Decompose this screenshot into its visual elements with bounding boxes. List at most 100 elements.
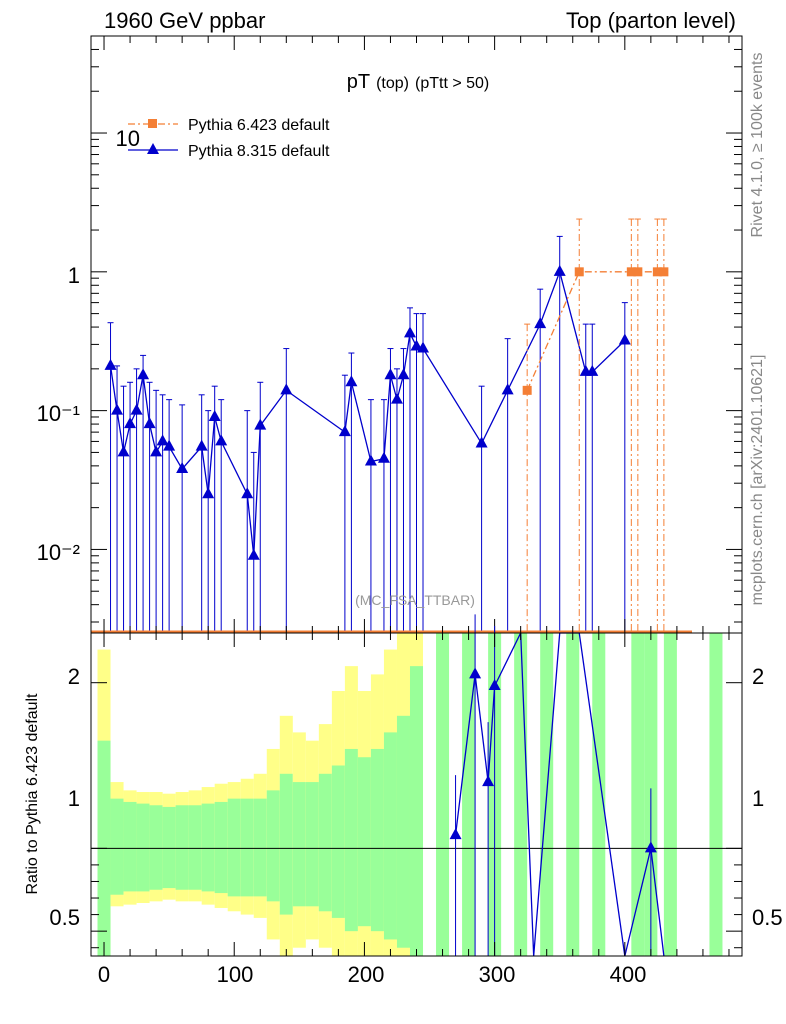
ratio-panel: 2 1 0.5 2 1 0.5 0 100 200 300 400 Ratio … xyxy=(24,614,783,987)
marker-pythia8 xyxy=(130,403,143,415)
ratio-band-full xyxy=(663,633,677,956)
marker-pythia6 xyxy=(652,267,662,277)
ratio-ylabel: Ratio to Pythia 6.423 default xyxy=(24,693,41,895)
marker-pythia8 xyxy=(176,461,189,473)
ratio-band-inner xyxy=(279,773,293,915)
ratio-band-inner xyxy=(396,715,410,948)
ratio-band-full xyxy=(566,633,580,956)
marker-pythia6 xyxy=(522,385,532,395)
ratio-band-full xyxy=(436,633,450,956)
legend-marker-pythia6 xyxy=(148,119,157,128)
ratio-band-inner xyxy=(110,798,124,895)
marker-pythia8 xyxy=(104,358,117,370)
ratio-band-inner xyxy=(331,765,345,918)
mcplots-label: mcplots.cern.ch [arXiv:2401.10621] xyxy=(749,355,766,606)
marker-pythia8 xyxy=(254,418,267,430)
ratio-band-inner xyxy=(188,805,202,890)
marker-pythia8 xyxy=(137,368,150,380)
title-main: pT xyxy=(347,71,370,93)
xtick-label-300: 300 xyxy=(479,962,516,987)
plot-title: pT (top) (pTtt > 50) xyxy=(347,71,490,93)
series-line-pythia8 xyxy=(109,269,626,556)
ratio-band-inner xyxy=(227,798,241,897)
header-left: 1960 GeV ppbar xyxy=(104,8,265,33)
marker-pythia8 xyxy=(195,439,208,451)
ratio-marker xyxy=(644,841,657,853)
marker-pythia6 xyxy=(626,267,636,277)
ratio-band-full xyxy=(462,633,476,956)
legend-marker-pythia8 xyxy=(147,143,159,154)
marker-pythia8 xyxy=(208,409,221,421)
ratio-ytick-label-2: 2 xyxy=(68,664,80,689)
ratio-marker xyxy=(482,775,495,787)
legend-item-pythia6: Pythia 6.423 default xyxy=(128,117,330,134)
ratio-ytick-label-1: 1 xyxy=(68,786,80,811)
ratio-band-inner xyxy=(370,748,384,932)
main-panel: (MC_FSA_TTBAR) 10 1 10⁻¹ 10⁻² pT (top) (pT… xyxy=(37,35,743,634)
ratio-band-full xyxy=(631,633,645,956)
marker-pythia8 xyxy=(241,487,254,499)
ratio-ytick-label-1-right: 1 xyxy=(752,786,764,811)
ytick-label-1e-1: 10⁻¹ xyxy=(37,401,80,426)
marker-pythia8 xyxy=(124,417,137,429)
ratio-band-inner xyxy=(357,757,371,927)
ratio-marker xyxy=(469,667,482,679)
ytick-label-1: 1 xyxy=(68,263,80,288)
ratio-band-full xyxy=(709,633,723,956)
marker-pythia6 xyxy=(659,267,669,277)
marker-pythia8 xyxy=(534,317,547,329)
ratio-band-inner xyxy=(201,803,215,892)
marker-pythia8 xyxy=(345,375,358,387)
legend-item-pythia8: Pythia 8.315 default xyxy=(128,143,330,160)
marker-pythia8 xyxy=(397,368,410,380)
marker-pythia8 xyxy=(163,439,176,451)
ratio-band-inner xyxy=(214,801,228,894)
ratio-marker xyxy=(488,679,501,691)
xtick-label-0: 0 xyxy=(98,962,110,987)
marker-pythia8 xyxy=(143,417,156,429)
ratio-ytick-label-0.5-right: 0.5 xyxy=(752,905,783,930)
legend-label-pythia6: Pythia 6.423 default xyxy=(188,117,330,134)
marker-pythia8 xyxy=(384,368,397,380)
marker-pythia8 xyxy=(501,383,514,395)
ratio-band-full xyxy=(514,633,528,956)
marker-pythia8 xyxy=(475,436,488,448)
ratio-band-inner xyxy=(240,798,254,897)
marker-pythia8 xyxy=(215,434,228,446)
marker-pythia8 xyxy=(111,403,124,415)
marker-pythia8 xyxy=(150,445,163,457)
marker-pythia8 xyxy=(553,264,566,276)
ratio-band-inner xyxy=(409,666,424,956)
marker-pythia8 xyxy=(338,425,351,437)
ytick-label-1e-2: 10⁻² xyxy=(37,540,80,565)
marker-pythia8 xyxy=(586,364,599,376)
xtick-label-100: 100 xyxy=(217,962,254,987)
ratio-band-inner xyxy=(266,790,280,902)
xtick-label-400: 400 xyxy=(610,962,647,987)
ratio-band-full xyxy=(592,633,606,956)
marker-pythia8 xyxy=(280,383,293,395)
watermark: (MC_FSA_TTBAR) xyxy=(355,592,475,608)
ratio-band-inner xyxy=(149,805,163,890)
ratio-band-inner xyxy=(136,803,150,892)
marker-pythia6 xyxy=(633,267,643,277)
marker-pythia8 xyxy=(156,434,169,446)
ratio-band-inner xyxy=(318,773,332,912)
marker-pythia8 xyxy=(390,392,403,404)
ytick-label-10: 10 xyxy=(116,126,140,151)
ratio-band-inner xyxy=(305,782,319,907)
marker-pythia8 xyxy=(202,487,215,499)
ratio-band-inner xyxy=(292,782,306,907)
ratio-marker xyxy=(449,828,462,840)
marker-pythia8 xyxy=(417,341,430,353)
title-cut: (pTtt > 50) xyxy=(415,75,489,92)
marker-pythia8 xyxy=(618,333,631,345)
marker-pythia8 xyxy=(247,548,260,560)
marker-pythia8 xyxy=(410,339,423,351)
ratio-ytick-label-0.5: 0.5 xyxy=(49,905,80,930)
ratio-ytick-label-2-right: 2 xyxy=(752,664,764,689)
ratio-band-inner xyxy=(253,798,267,897)
title-sub: (top) xyxy=(376,75,409,92)
legend-label-pythia8: Pythia 8.315 default xyxy=(188,143,330,160)
